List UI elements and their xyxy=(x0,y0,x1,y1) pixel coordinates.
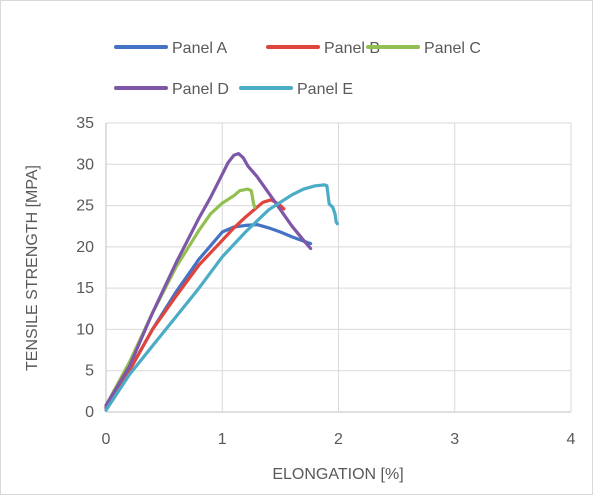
x-axis-title: ELONGATION [%] xyxy=(272,466,403,483)
x-tick-label-0: 0 xyxy=(102,431,111,448)
series-line-panel-d xyxy=(104,152,313,407)
gridlines xyxy=(105,122,572,413)
x-axis-tick-labels: 0 1 2 3 4 xyxy=(102,431,576,448)
y-tick-label-10: 10 xyxy=(76,321,94,338)
y-tick-label-5: 5 xyxy=(85,363,94,380)
series-line-panel-a xyxy=(104,223,313,410)
legend-label-panel-e: Panel E xyxy=(297,81,353,98)
y-tick-label-15: 15 xyxy=(76,280,94,297)
y-axis-tick-labels: 0 5 10 15 20 25 30 35 xyxy=(76,115,94,421)
x-tick-label-3: 3 xyxy=(450,431,459,448)
legend-label-panel-b: Panel B xyxy=(324,40,380,57)
y-tick-label-20: 20 xyxy=(76,239,94,256)
y-tick-label-30: 30 xyxy=(76,156,94,173)
y-tick-label-0: 0 xyxy=(85,404,94,421)
x-tick-label-2: 2 xyxy=(334,431,343,448)
y-axis-title: TENSILE STRENGTH [MPA] xyxy=(24,165,41,371)
series-line-panel-b xyxy=(104,198,286,410)
series-line-panel-e xyxy=(104,183,339,412)
x-tick-label-4: 4 xyxy=(567,431,576,448)
legend-label-panel-c: Panel C xyxy=(424,40,481,57)
y-tick-label-35: 35 xyxy=(76,115,94,132)
x-tick-label-1: 1 xyxy=(218,431,227,448)
legend-label-panel-d: Panel D xyxy=(172,81,229,98)
y-tick-label-25: 25 xyxy=(76,198,94,215)
series-lines xyxy=(104,152,339,412)
legend: Panel A Panel B Panel C Panel D Panel E xyxy=(114,40,481,98)
legend-label-panel-a: Panel A xyxy=(172,40,227,57)
